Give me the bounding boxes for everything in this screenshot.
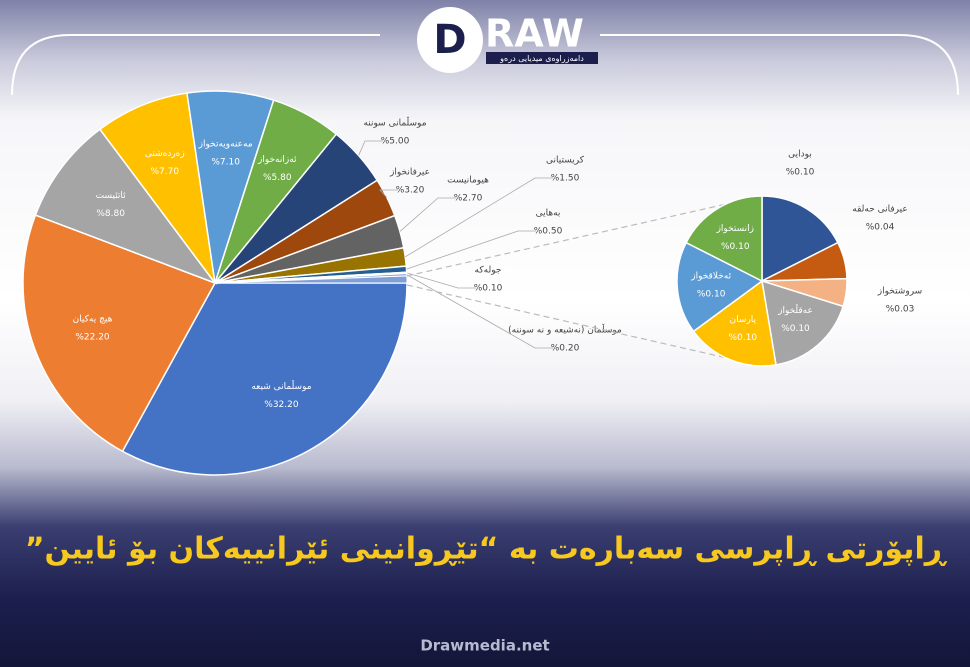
pie-slice [22, 214, 217, 453]
sub-slice-label: ئەخلاقخواز [690, 272, 731, 282]
leader-line [406, 272, 476, 289]
frame-line [600, 34, 959, 96]
slice-value: %1.50 [551, 174, 580, 184]
pie-slice [121, 282, 408, 476]
slice-label: کریستیانی [546, 156, 585, 166]
slice-label: بەهایی [536, 209, 561, 219]
logo-letter: D [433, 17, 466, 63]
leader-line [379, 189, 398, 198]
slice-value: %5.00 [381, 137, 410, 147]
slice-label: جولەکە [475, 266, 502, 276]
slice-value: %5.80 [263, 173, 292, 183]
sub-slice-label: زانستخواز [716, 224, 754, 234]
slice-label: موسڵمانی شیعە [251, 380, 311, 392]
slice-label: هیچ یەکیان [73, 315, 113, 325]
slice-value: %32.20 [264, 400, 299, 410]
connector-line [406, 284, 763, 367]
logo-tagline: دامەزراوەی میدیایی درەو [499, 54, 584, 63]
sub-pie-slice [761, 195, 839, 283]
logo-circle [417, 7, 483, 73]
slice-value: %22.20 [75, 333, 110, 343]
slice-label: عیرفانخواز [389, 168, 430, 178]
sub-slice-value: %0.10 [697, 290, 726, 300]
sub-slice-value: %0.04 [866, 223, 895, 233]
sub-pie-slice [692, 279, 777, 367]
frame-line [11, 34, 380, 96]
slice-label: زەردەشتی [145, 149, 185, 159]
slice-label: مەعنەویەتخواز [198, 139, 253, 149]
leader-line [406, 230, 536, 270]
sub-slice-label: بودایی [788, 150, 812, 160]
pie-slice [34, 128, 218, 285]
sub-pie-slice [676, 241, 764, 333]
sub-pie-slice [685, 195, 763, 283]
slice-label: ئاتئیست [96, 191, 127, 201]
sub-slice-value: %0.10 [781, 324, 810, 334]
logo-band [486, 52, 598, 64]
footer-site: Drawmedia.net [420, 637, 549, 655]
slice-value: %2.70 [454, 194, 483, 204]
connector-line [406, 195, 763, 277]
sub-slice-value: %0.03 [886, 305, 915, 315]
slice-value: %0.10 [474, 284, 503, 294]
slice-label: ئەزانەخواز [257, 155, 297, 165]
sub-slice-label: عیرفانی حەلقە [852, 205, 907, 215]
slice-label: هیومانیست [447, 176, 489, 186]
leader-line [399, 197, 456, 232]
slice-value: %7.10 [211, 157, 240, 167]
leader-line [406, 274, 553, 349]
chart-title: ڕاپۆرتی ڕاپرسی سەبارەت بە “تێڕوانینی ئێر… [25, 532, 948, 567]
slice-label: موسڵمانی سوننە [363, 117, 426, 129]
sub-slice-value: %0.10 [721, 242, 750, 252]
leader-line [405, 177, 553, 258]
sub-slice-label: عەقڵخواز [777, 304, 813, 316]
sub-slice-value: %0.10 [786, 168, 815, 178]
logo: D RAW دامەزراوەی میدیایی درەو [417, 7, 598, 73]
sub-slice-label: سروشتخواز [877, 287, 922, 297]
sub-pie-slice [761, 279, 845, 366]
pie-slice [98, 92, 216, 284]
sub-slice-label: پارسان [730, 315, 757, 325]
slice-value: %0.50 [534, 227, 563, 237]
slice-value: %0.20 [551, 344, 580, 354]
slice-value: %7.70 [151, 167, 180, 177]
sub-slice-value: %0.10 [729, 333, 758, 343]
pie-slice-group [214, 275, 408, 284]
slice-value: %3.20 [396, 186, 425, 196]
slice-value: %8.80 [96, 209, 125, 219]
leader-line [358, 140, 383, 156]
chart-plot: موسڵمانی شیعە %32.20 هیچ یەکیان %22.20 ئاتئی… [22, 90, 922, 476]
slice-label: موسڵمان (نەشیعە و نە سوننە) [508, 324, 622, 336]
logo-text: RAW [485, 12, 584, 56]
